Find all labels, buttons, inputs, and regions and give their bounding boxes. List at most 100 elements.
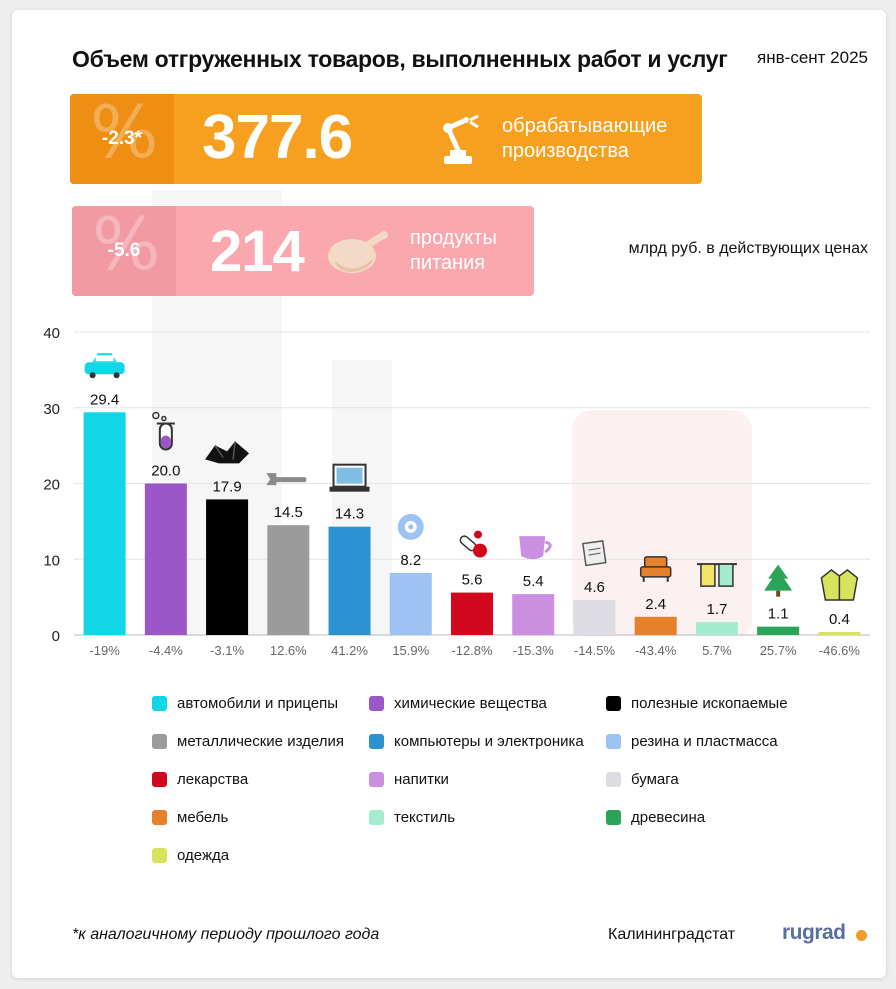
legend-label: мебель <box>177 809 229 826</box>
cup-icon <box>519 536 552 560</box>
jacket-icon <box>820 569 859 601</box>
bar <box>83 412 126 635</box>
total-value: 214 <box>210 219 305 284</box>
wrench-icon <box>266 473 307 486</box>
bar-value-label: 20.0 <box>151 463 180 480</box>
y-tick-label: 0 <box>52 628 60 645</box>
legend-label: лекарства <box>177 771 249 788</box>
legend-item: автомобили и прицепы <box>152 695 338 712</box>
legend-swatch <box>152 810 167 825</box>
bar <box>757 626 800 635</box>
tire-icon <box>397 513 424 540</box>
label-line: питания <box>410 252 486 274</box>
legend-item: компьютеры и электроника <box>369 733 584 750</box>
y-tick-label: 10 <box>43 552 60 569</box>
legend-item: лекарства <box>152 771 248 788</box>
footnote: *к аналогичному периоду прошлого года <box>72 926 380 943</box>
y-tick-label: 30 <box>43 401 60 418</box>
change-label: 25.7% <box>760 643 797 658</box>
legend-item: текстиль <box>369 809 455 826</box>
y-tick-label: 20 <box>43 477 60 494</box>
legend-item: металлические изделия <box>152 733 344 750</box>
label-line: производства <box>502 140 629 162</box>
bar-value-label: 5.4 <box>523 573 544 590</box>
food-banner: % -5.6 214 продукты питания <box>72 202 534 296</box>
change-value: -5.6 <box>107 240 141 261</box>
legend-label: металлические изделия <box>177 733 344 750</box>
paper-icon <box>582 540 607 567</box>
change-row <box>74 636 870 666</box>
label-line: обрабатывающие <box>502 115 668 137</box>
change-label: -19% <box>89 643 120 658</box>
armchair-icon <box>639 556 672 582</box>
legend-label: древесина <box>631 809 706 826</box>
legend-label: резина и пластмасса <box>631 733 778 750</box>
bar <box>695 622 738 635</box>
change-label: -3.1% <box>210 643 244 658</box>
bar-value-label: 14.5 <box>274 504 303 521</box>
bar-value-label: 2.4 <box>645 596 666 613</box>
rugrad-logo: rugrad <box>782 921 846 944</box>
bar-value-label: 8.2 <box>400 552 421 569</box>
car-icon <box>84 353 125 379</box>
laptop-icon <box>329 463 370 492</box>
legend-label: химические вещества <box>394 695 547 712</box>
change-label: -15.3% <box>513 643 555 658</box>
legend-swatch <box>606 734 621 749</box>
legend-item: химические вещества <box>369 695 547 712</box>
pills-icon <box>459 530 487 558</box>
logo-dot-icon <box>856 930 867 941</box>
bar <box>144 483 187 635</box>
change-value: -2.3* <box>101 128 143 149</box>
bar-chart: 0 10 20 30 40 29.4 -19% 20.0 -4.4% 17.9 -3.1% 14.5 1… <box>43 325 870 666</box>
legend-label: бумага <box>631 771 679 788</box>
towels-icon <box>696 563 737 587</box>
chicken-icon <box>328 231 388 273</box>
legend-label: одежда <box>177 847 230 864</box>
legend-label: автомобили и прицепы <box>177 695 339 712</box>
legend-item: одежда <box>152 847 229 864</box>
bar <box>818 631 861 635</box>
change-box: % -2.3* <box>70 90 174 184</box>
change-label: -43.4% <box>635 643 677 658</box>
change-label: 12.6% <box>270 643 307 658</box>
legend-label: текстиль <box>394 809 456 826</box>
bar-value-label: 14.3 <box>335 506 364 523</box>
change-label: 15.9% <box>392 643 429 658</box>
legend-label: полезные ископаемые <box>631 695 788 712</box>
percent-icon: % <box>90 90 159 174</box>
bar <box>451 592 493 635</box>
page-title: Объем отгруженных товаров, выполненных р… <box>72 46 728 72</box>
bar-value-label: 17.9 <box>212 478 241 495</box>
bar-value-label: 0.4 <box>829 611 850 628</box>
tree-icon <box>764 564 793 597</box>
change-box: % -5.6 <box>72 202 176 296</box>
robot-arm-icon <box>443 114 479 164</box>
legend-swatch <box>152 848 167 863</box>
change-label: -12.8% <box>451 643 493 658</box>
legend-item: древесина <box>606 809 705 826</box>
bar-value-label: 1.1 <box>768 606 789 623</box>
flask-icon <box>152 411 175 451</box>
category-label: обрабатывающие производства <box>502 114 667 164</box>
bar <box>328 526 371 635</box>
legend-swatch <box>369 696 384 711</box>
legend-label: компьютеры и электроника <box>394 733 584 750</box>
legend-swatch <box>606 696 621 711</box>
bar <box>206 499 249 635</box>
change-label: -4.4% <box>149 643 183 658</box>
bar <box>634 616 677 635</box>
bar-value-label: 5.6 <box>462 572 483 589</box>
period-label: янв-сент 2025 <box>757 48 868 67</box>
total-value: 377.6 <box>202 103 353 172</box>
legend-swatch <box>152 696 167 711</box>
bar <box>389 572 432 635</box>
bar-value-label: 29.4 <box>90 391 119 408</box>
legend-item: бумага <box>606 771 679 788</box>
legend-swatch <box>152 772 167 787</box>
legend-label: напитки <box>394 771 449 788</box>
label-line: продукты <box>410 227 497 249</box>
legend-swatch <box>152 734 167 749</box>
legend-item: напитки <box>369 771 449 788</box>
source-label: Калининградстат <box>608 926 736 943</box>
